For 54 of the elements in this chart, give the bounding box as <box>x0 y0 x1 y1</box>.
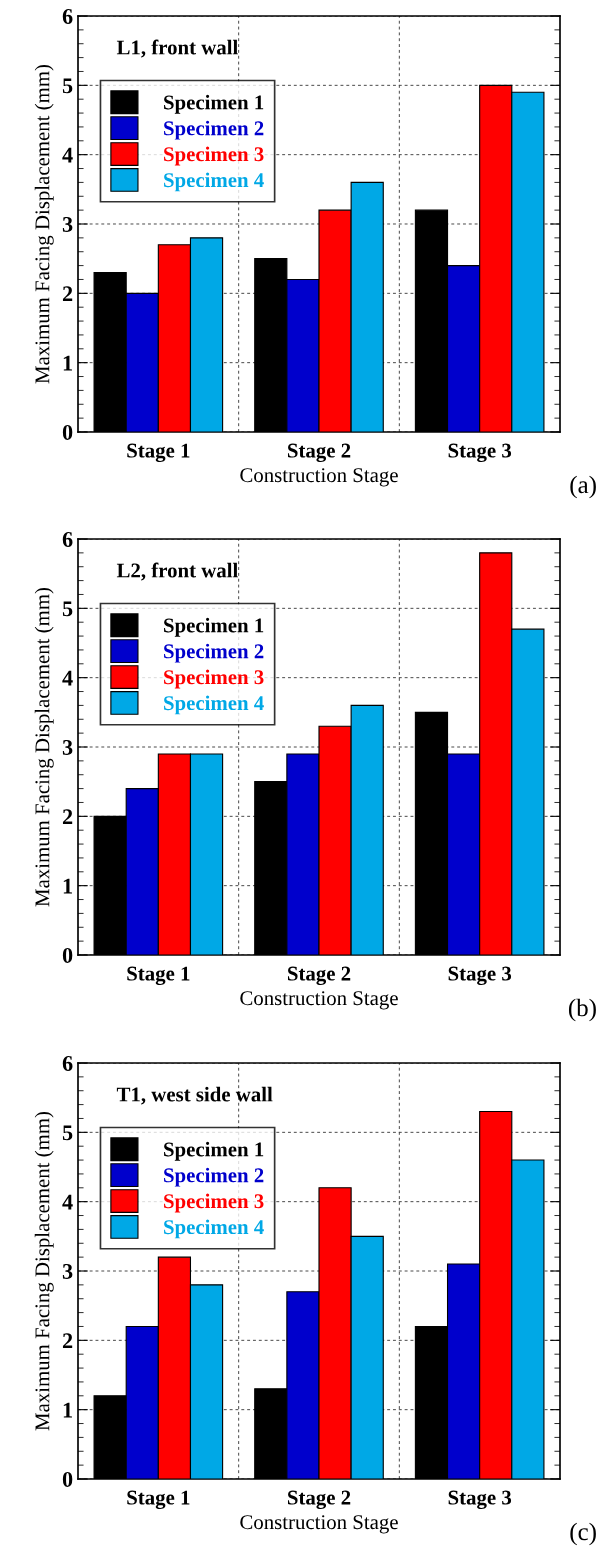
legend-label: Specimen 4 <box>164 172 264 192</box>
x-tick-label: Stage 1 <box>127 1490 190 1509</box>
x-axis-title: Construction Stage <box>240 1515 398 1534</box>
legend-label: Specimen 3 <box>164 146 264 166</box>
legend-label: Specimen 1 <box>164 94 264 114</box>
y-axis-title: Maximum Facing Displacement (mm) <box>34 64 54 384</box>
y-tick-label: 6 <box>62 1055 73 1071</box>
legend-label: Specimen 1 <box>164 1141 264 1161</box>
legend-label: Specimen 4 <box>164 1219 264 1239</box>
text: L1, front wall <box>116 39 238 58</box>
x-tick-label: Stage 1 <box>127 966 190 985</box>
legend-label: Specimen 2 <box>164 120 264 140</box>
y-tick-label: 5 <box>62 78 73 94</box>
text: (c) <box>570 1522 596 1546</box>
y-axis-title: Maximum Facing Displacement (mm) <box>34 1111 54 1431</box>
y-tick-label: 0 <box>62 947 73 963</box>
y-tick-label: 3 <box>62 216 73 232</box>
y-tick-label: 1 <box>63 355 72 371</box>
x-tick-label: Stage 3 <box>448 966 512 985</box>
y-tick-label: 4 <box>62 670 73 686</box>
y-tick-label: 3 <box>62 1263 73 1279</box>
legend-label: Specimen 4 <box>164 695 264 715</box>
x-tick-label: Stage 2 <box>288 1490 351 1509</box>
x-tick-label: Stage 1 <box>127 443 190 462</box>
y-tick-label: 2 <box>62 286 73 302</box>
x-tick-label: Stage 3 <box>448 1490 512 1509</box>
legend-label: Specimen 1 <box>164 617 264 637</box>
x-tick-label: Stage 2 <box>288 966 351 985</box>
text: T1, west side wall <box>116 1086 273 1105</box>
y-tick-label: 6 <box>62 531 73 547</box>
x-tick-label: Stage 3 <box>448 443 512 462</box>
y-tick-label: 2 <box>62 1333 73 1349</box>
y-tick-label: 1 <box>63 878 72 894</box>
y-tick-label: 5 <box>62 601 73 617</box>
text: (a) <box>570 475 596 499</box>
y-tick-label: 4 <box>62 1194 73 1210</box>
y-tick-label: 4 <box>62 147 73 163</box>
legend-label: Specimen 3 <box>164 669 264 689</box>
y-tick-label: 3 <box>62 739 73 755</box>
y-tick-label: 1 <box>63 1402 72 1418</box>
y-tick-label: 0 <box>62 424 73 440</box>
x-axis-title: Construction Stage <box>240 991 398 1010</box>
x-tick-label: Stage 2 <box>288 443 351 462</box>
legend-label: Specimen 3 <box>164 1193 264 1213</box>
y-tick-label: 6 <box>62 8 73 24</box>
y-tick-label: 5 <box>62 1125 73 1141</box>
legend-label: Specimen 2 <box>164 643 264 663</box>
legend-label: Specimen 2 <box>164 1167 264 1187</box>
y-axis-title: Maximum Facing Displacement (mm) <box>34 587 54 907</box>
y-tick-label: 2 <box>62 809 73 825</box>
y-tick-label: 0 <box>62 1471 73 1487</box>
text: (b) <box>568 998 596 1022</box>
x-axis-title: Construction Stage <box>240 468 398 487</box>
text: L2, front wall <box>116 562 238 581</box>
